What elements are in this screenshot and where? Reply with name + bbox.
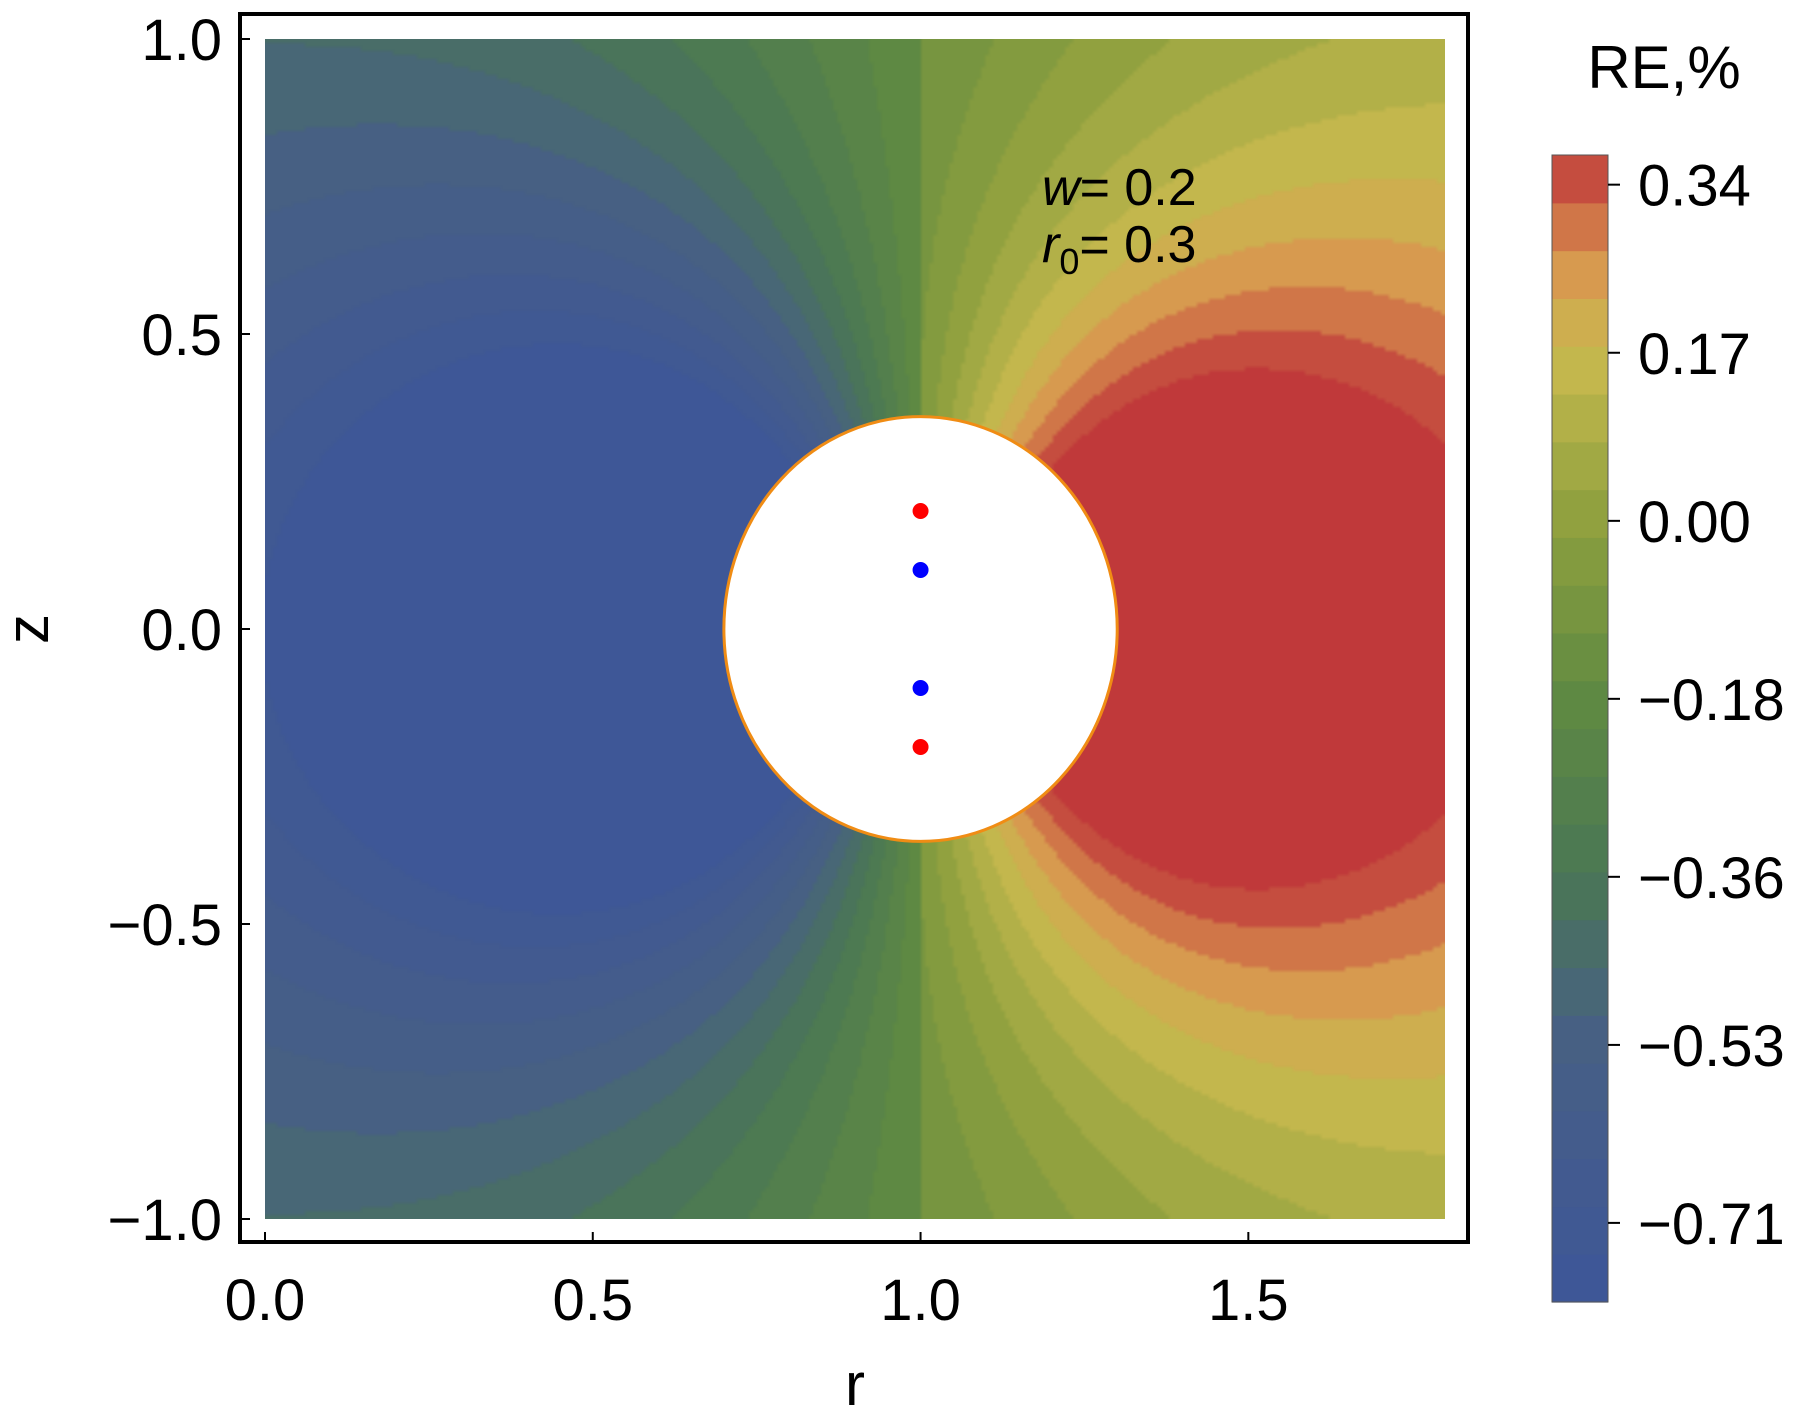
colorbar-band [1552, 1110, 1608, 1160]
colorbar-bands [1552, 155, 1608, 1303]
y-tick-label: 1.0 [141, 8, 222, 73]
colorbar-band [1552, 537, 1608, 586]
colorbar-band [1552, 776, 1608, 825]
x-axis-ticks: 0.0 0.5 1.0 1.5 [225, 1232, 1289, 1333]
x-tick-label: 1.5 [1208, 1268, 1289, 1333]
excluded-circle [722, 415, 1119, 843]
colorbar-band [1552, 632, 1608, 682]
colorbar-band [1552, 585, 1608, 634]
x-axis-label: r [845, 1351, 865, 1418]
colorbar-band [1552, 298, 1608, 347]
w-annotation: w= 0.2 [1042, 159, 1197, 217]
colorbar-tick-label: −0.18 [1638, 668, 1785, 733]
colorbar-band [1552, 202, 1608, 252]
y-tick-label: 0.0 [141, 598, 222, 663]
colorbar-band [1552, 441, 1608, 491]
colorbar-tick-label: −0.53 [1638, 1014, 1785, 1079]
colorbar-band [1552, 1206, 1608, 1255]
w-value: = 0.2 [1080, 159, 1197, 217]
colorbar-band [1552, 250, 1608, 299]
colorbar-band [1552, 728, 1608, 777]
r0-subscript: 0 [1059, 241, 1079, 282]
colorbar-band [1552, 1063, 1608, 1112]
colorbar-title: RE,% [1587, 34, 1740, 101]
colorbar-band [1552, 919, 1608, 969]
colorbar-band [1552, 346, 1608, 395]
colorbar-ticks: 0.34 0.17 0.00 −0.18 −0.36 −0.53 −0.71 [1608, 154, 1785, 1257]
r0-value: = 0.3 [1079, 216, 1196, 274]
source-point-1 [912, 562, 929, 578]
colorbar-tick-label: 0.00 [1638, 490, 1751, 555]
colorbar-band [1552, 489, 1608, 538]
colorbar-tick-label: 0.17 [1638, 322, 1751, 387]
colorbar-band [1552, 824, 1608, 873]
colorbar-band [1552, 967, 1608, 1016]
colorbar-band [1552, 1254, 1608, 1303]
y-tick-label: −1.0 [108, 1188, 223, 1253]
colorbar-tick-label: −0.71 [1638, 1192, 1785, 1257]
colorbar-tick-label: −0.36 [1638, 846, 1785, 911]
source-point-0 [912, 503, 929, 519]
x-tick-label: 0.0 [225, 1268, 306, 1333]
colorbar-band [1552, 680, 1608, 730]
source-point-2 [912, 680, 929, 696]
colorbar-band [1552, 1158, 1608, 1208]
y-tick-label: 0.5 [141, 303, 222, 368]
y-tick-label: −0.5 [108, 893, 223, 958]
colorbar-band [1552, 871, 1608, 921]
colorbar: RE,% 0.34 0.17 0.00 −0.18 −0.36 −0.53 −0.71 [1551, 34, 1785, 1303]
x-tick-label: 1.0 [880, 1268, 961, 1333]
parameter-annotation: w= 0.2 r0= 0.3 [1042, 159, 1197, 282]
source-point-3 [912, 739, 929, 755]
colorbar-band [1552, 393, 1608, 443]
w-symbol: w [1042, 159, 1083, 217]
colorbar-band [1552, 1015, 1608, 1064]
colorbar-tick-label: 0.34 [1638, 154, 1751, 219]
colorbar-band [1552, 155, 1608, 204]
source-points [912, 503, 929, 755]
x-tick-label: 0.5 [552, 1268, 633, 1333]
colorbar-frame [1551, 154, 1609, 1303]
r0-annotation: r0= 0.3 [1042, 216, 1196, 282]
y-axis-ticks: 1.0 0.5 0.0 −0.5 −1.0 [108, 8, 250, 1253]
y-axis-label: z [0, 614, 61, 644]
r0-symbol: r [1042, 216, 1062, 274]
